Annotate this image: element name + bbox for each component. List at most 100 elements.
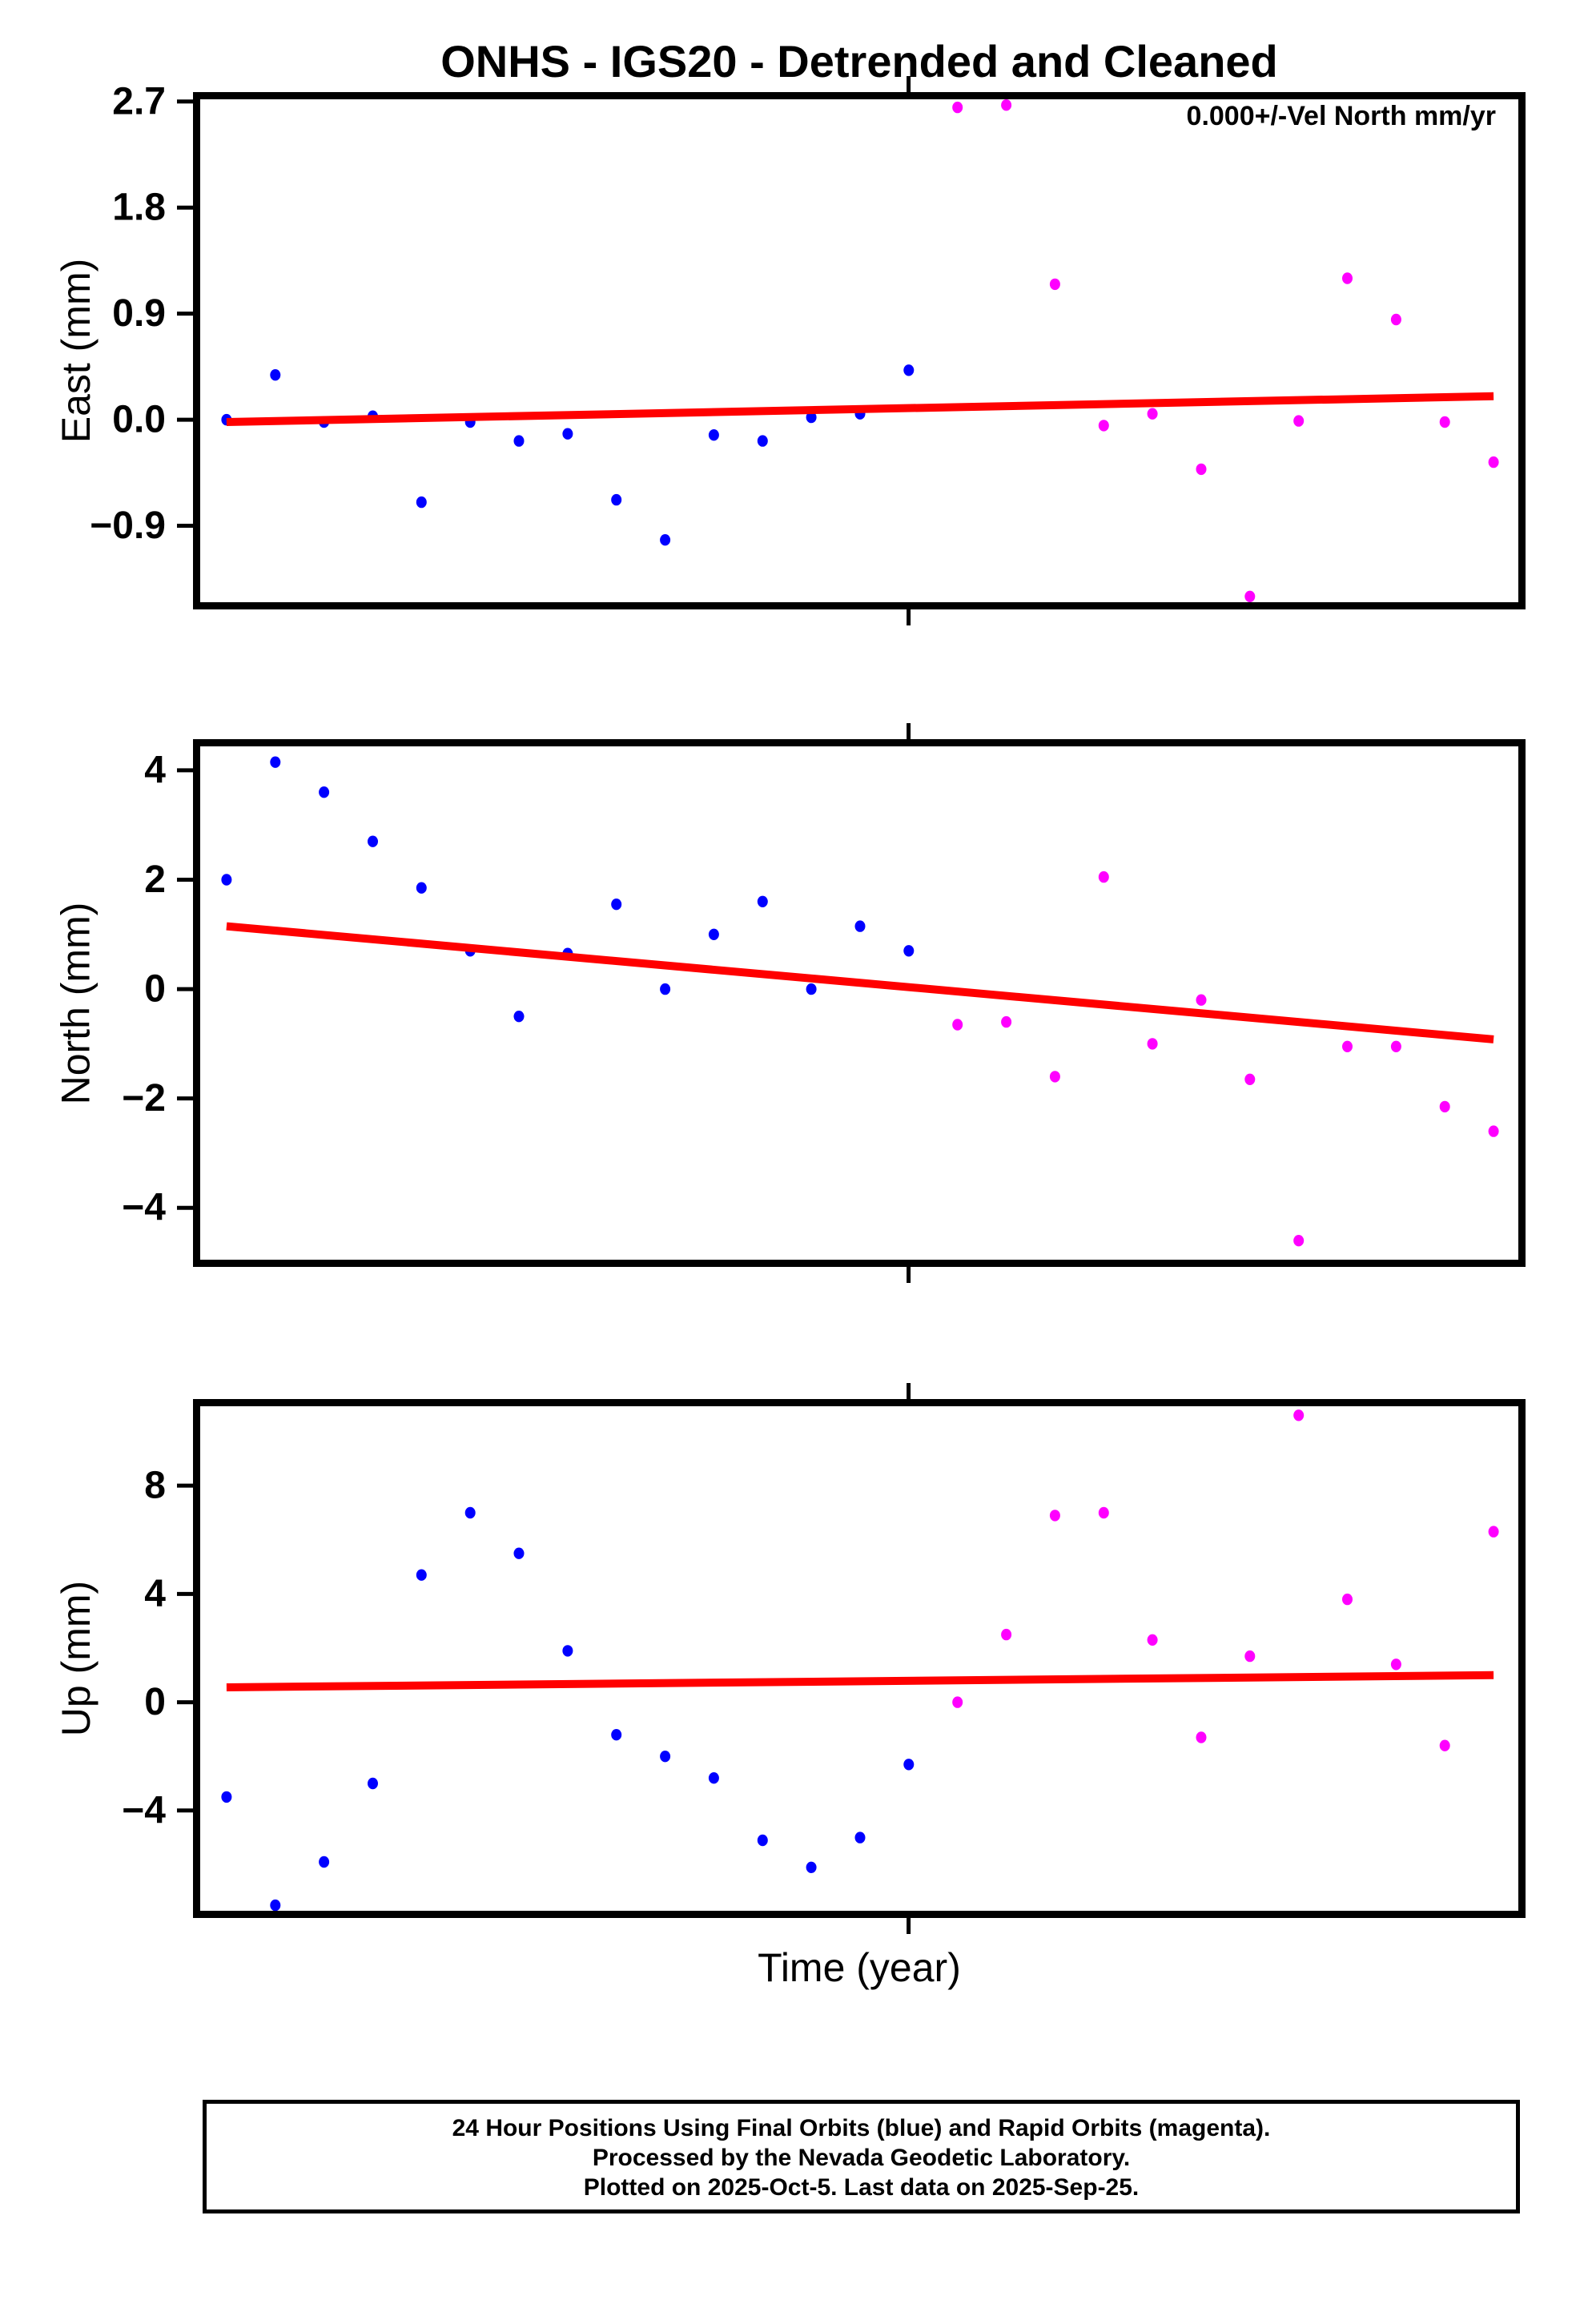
data-point bbox=[806, 411, 817, 424]
data-point bbox=[1049, 278, 1060, 291]
data-point bbox=[1439, 416, 1450, 428]
data-point bbox=[757, 1834, 768, 1847]
data-point bbox=[611, 899, 622, 911]
data-point bbox=[1001, 1015, 1012, 1028]
data-point bbox=[319, 1856, 330, 1868]
data-point bbox=[221, 1791, 232, 1803]
data-point bbox=[1390, 1040, 1401, 1053]
y-tick-label: 2.7 bbox=[112, 80, 166, 123]
y-tick-label: 4 bbox=[144, 1573, 166, 1615]
data-point bbox=[1293, 1235, 1305, 1247]
data-point bbox=[221, 874, 232, 886]
trend-line bbox=[226, 1671, 1494, 1691]
data-point bbox=[1147, 1038, 1158, 1050]
data-point bbox=[1098, 1506, 1109, 1519]
data-point bbox=[1488, 1526, 1499, 1538]
data-point bbox=[1098, 420, 1109, 432]
data-point bbox=[952, 1019, 963, 1031]
panel-east: 2.7 1.8 0.9 0.0 −0.9 bbox=[90, 76, 1526, 625]
data-point bbox=[513, 1011, 525, 1023]
data-point bbox=[270, 369, 281, 381]
data-point bbox=[708, 429, 719, 441]
y-axis-label-up: Up (mm) bbox=[54, 1580, 98, 1737]
y-tick-label: 4 bbox=[144, 749, 166, 791]
data-point bbox=[660, 983, 671, 995]
data-point bbox=[952, 1696, 963, 1708]
data-point bbox=[708, 1772, 719, 1784]
data-point bbox=[1244, 1650, 1256, 1663]
data-point bbox=[416, 882, 427, 894]
data-point bbox=[1342, 272, 1353, 284]
data-point bbox=[1147, 408, 1158, 420]
data-point bbox=[1439, 1739, 1450, 1751]
data-point bbox=[854, 1831, 866, 1844]
footer-line-3: Plotted on 2025-Oct-5. Last data on 2025… bbox=[583, 2174, 1140, 2201]
y-tick-label: 0.0 bbox=[112, 399, 166, 441]
data-point bbox=[611, 493, 622, 506]
data-point bbox=[757, 435, 768, 447]
data-point bbox=[1147, 1634, 1158, 1646]
x-axis-label: Time (year) bbox=[758, 1945, 961, 1990]
y-tick-label: 0.9 bbox=[112, 292, 166, 335]
data-point bbox=[416, 496, 427, 509]
data-point bbox=[1293, 415, 1305, 427]
data-point bbox=[270, 1899, 281, 1912]
data-point bbox=[611, 1729, 622, 1741]
data-point bbox=[1001, 1628, 1012, 1641]
panel-north: 4 2 0 −2 −4 bbox=[122, 723, 1526, 1283]
data-point bbox=[1196, 463, 1207, 476]
y-tick-label: −0.9 bbox=[90, 505, 166, 547]
data-point bbox=[368, 1777, 378, 1790]
data-point bbox=[562, 1645, 573, 1657]
axis-border bbox=[193, 92, 1526, 609]
y-tick-label: 2 bbox=[144, 858, 166, 901]
data-point bbox=[1049, 1510, 1060, 1522]
y-tick-label: 8 bbox=[144, 1465, 166, 1507]
data-point bbox=[416, 1569, 427, 1581]
data-point bbox=[1244, 590, 1256, 602]
data-point bbox=[1196, 1731, 1207, 1743]
data-point bbox=[464, 1506, 476, 1519]
data-point bbox=[806, 1861, 817, 1873]
y-axis-label-north: North (mm) bbox=[53, 902, 98, 1105]
y-axis-label-east: East (mm) bbox=[54, 258, 98, 444]
y-tick-label: 0 bbox=[144, 1681, 166, 1723]
data-point bbox=[903, 1759, 915, 1771]
trend-line bbox=[226, 392, 1494, 426]
data-point bbox=[1488, 456, 1499, 468]
data-point bbox=[1001, 99, 1012, 111]
data-point bbox=[1342, 1040, 1353, 1053]
trend-line bbox=[226, 922, 1494, 1043]
velocity-annotation: 0.000+/-Vel North mm/yr bbox=[1186, 101, 1496, 131]
footer-line-1: 24 Hour Positions Using Final Orbits (bl… bbox=[452, 2115, 1271, 2141]
data-point bbox=[270, 756, 281, 768]
data-point bbox=[1488, 1125, 1499, 1137]
data-point bbox=[1390, 1659, 1401, 1671]
data-point bbox=[854, 920, 866, 932]
data-point bbox=[1439, 1100, 1450, 1113]
data-point bbox=[757, 895, 768, 908]
y-tick-label: 1.8 bbox=[112, 187, 166, 229]
data-point bbox=[660, 534, 671, 546]
axis-border bbox=[193, 1399, 1526, 1918]
data-point bbox=[1098, 870, 1109, 883]
y-tick-label: −2 bbox=[122, 1077, 166, 1120]
figure-title: ONHS - IGS20 - Detrended and Cleaned bbox=[440, 36, 1278, 86]
data-point bbox=[1049, 1071, 1060, 1083]
data-point bbox=[562, 428, 573, 440]
footer-line-2: Processed by the Nevada Geodetic Laborat… bbox=[592, 2145, 1131, 2171]
data-point bbox=[903, 945, 915, 957]
data-point bbox=[513, 1547, 525, 1559]
y-tick-label: −4 bbox=[122, 1187, 166, 1229]
data-point bbox=[660, 1751, 671, 1763]
data-point bbox=[319, 786, 330, 798]
data-point bbox=[1244, 1073, 1256, 1086]
data-point bbox=[1390, 313, 1401, 326]
data-point bbox=[513, 435, 525, 447]
data-point bbox=[952, 101, 963, 114]
y-tick-label: −4 bbox=[122, 1789, 166, 1831]
data-point bbox=[708, 928, 719, 941]
axis-border bbox=[193, 739, 1526, 1267]
